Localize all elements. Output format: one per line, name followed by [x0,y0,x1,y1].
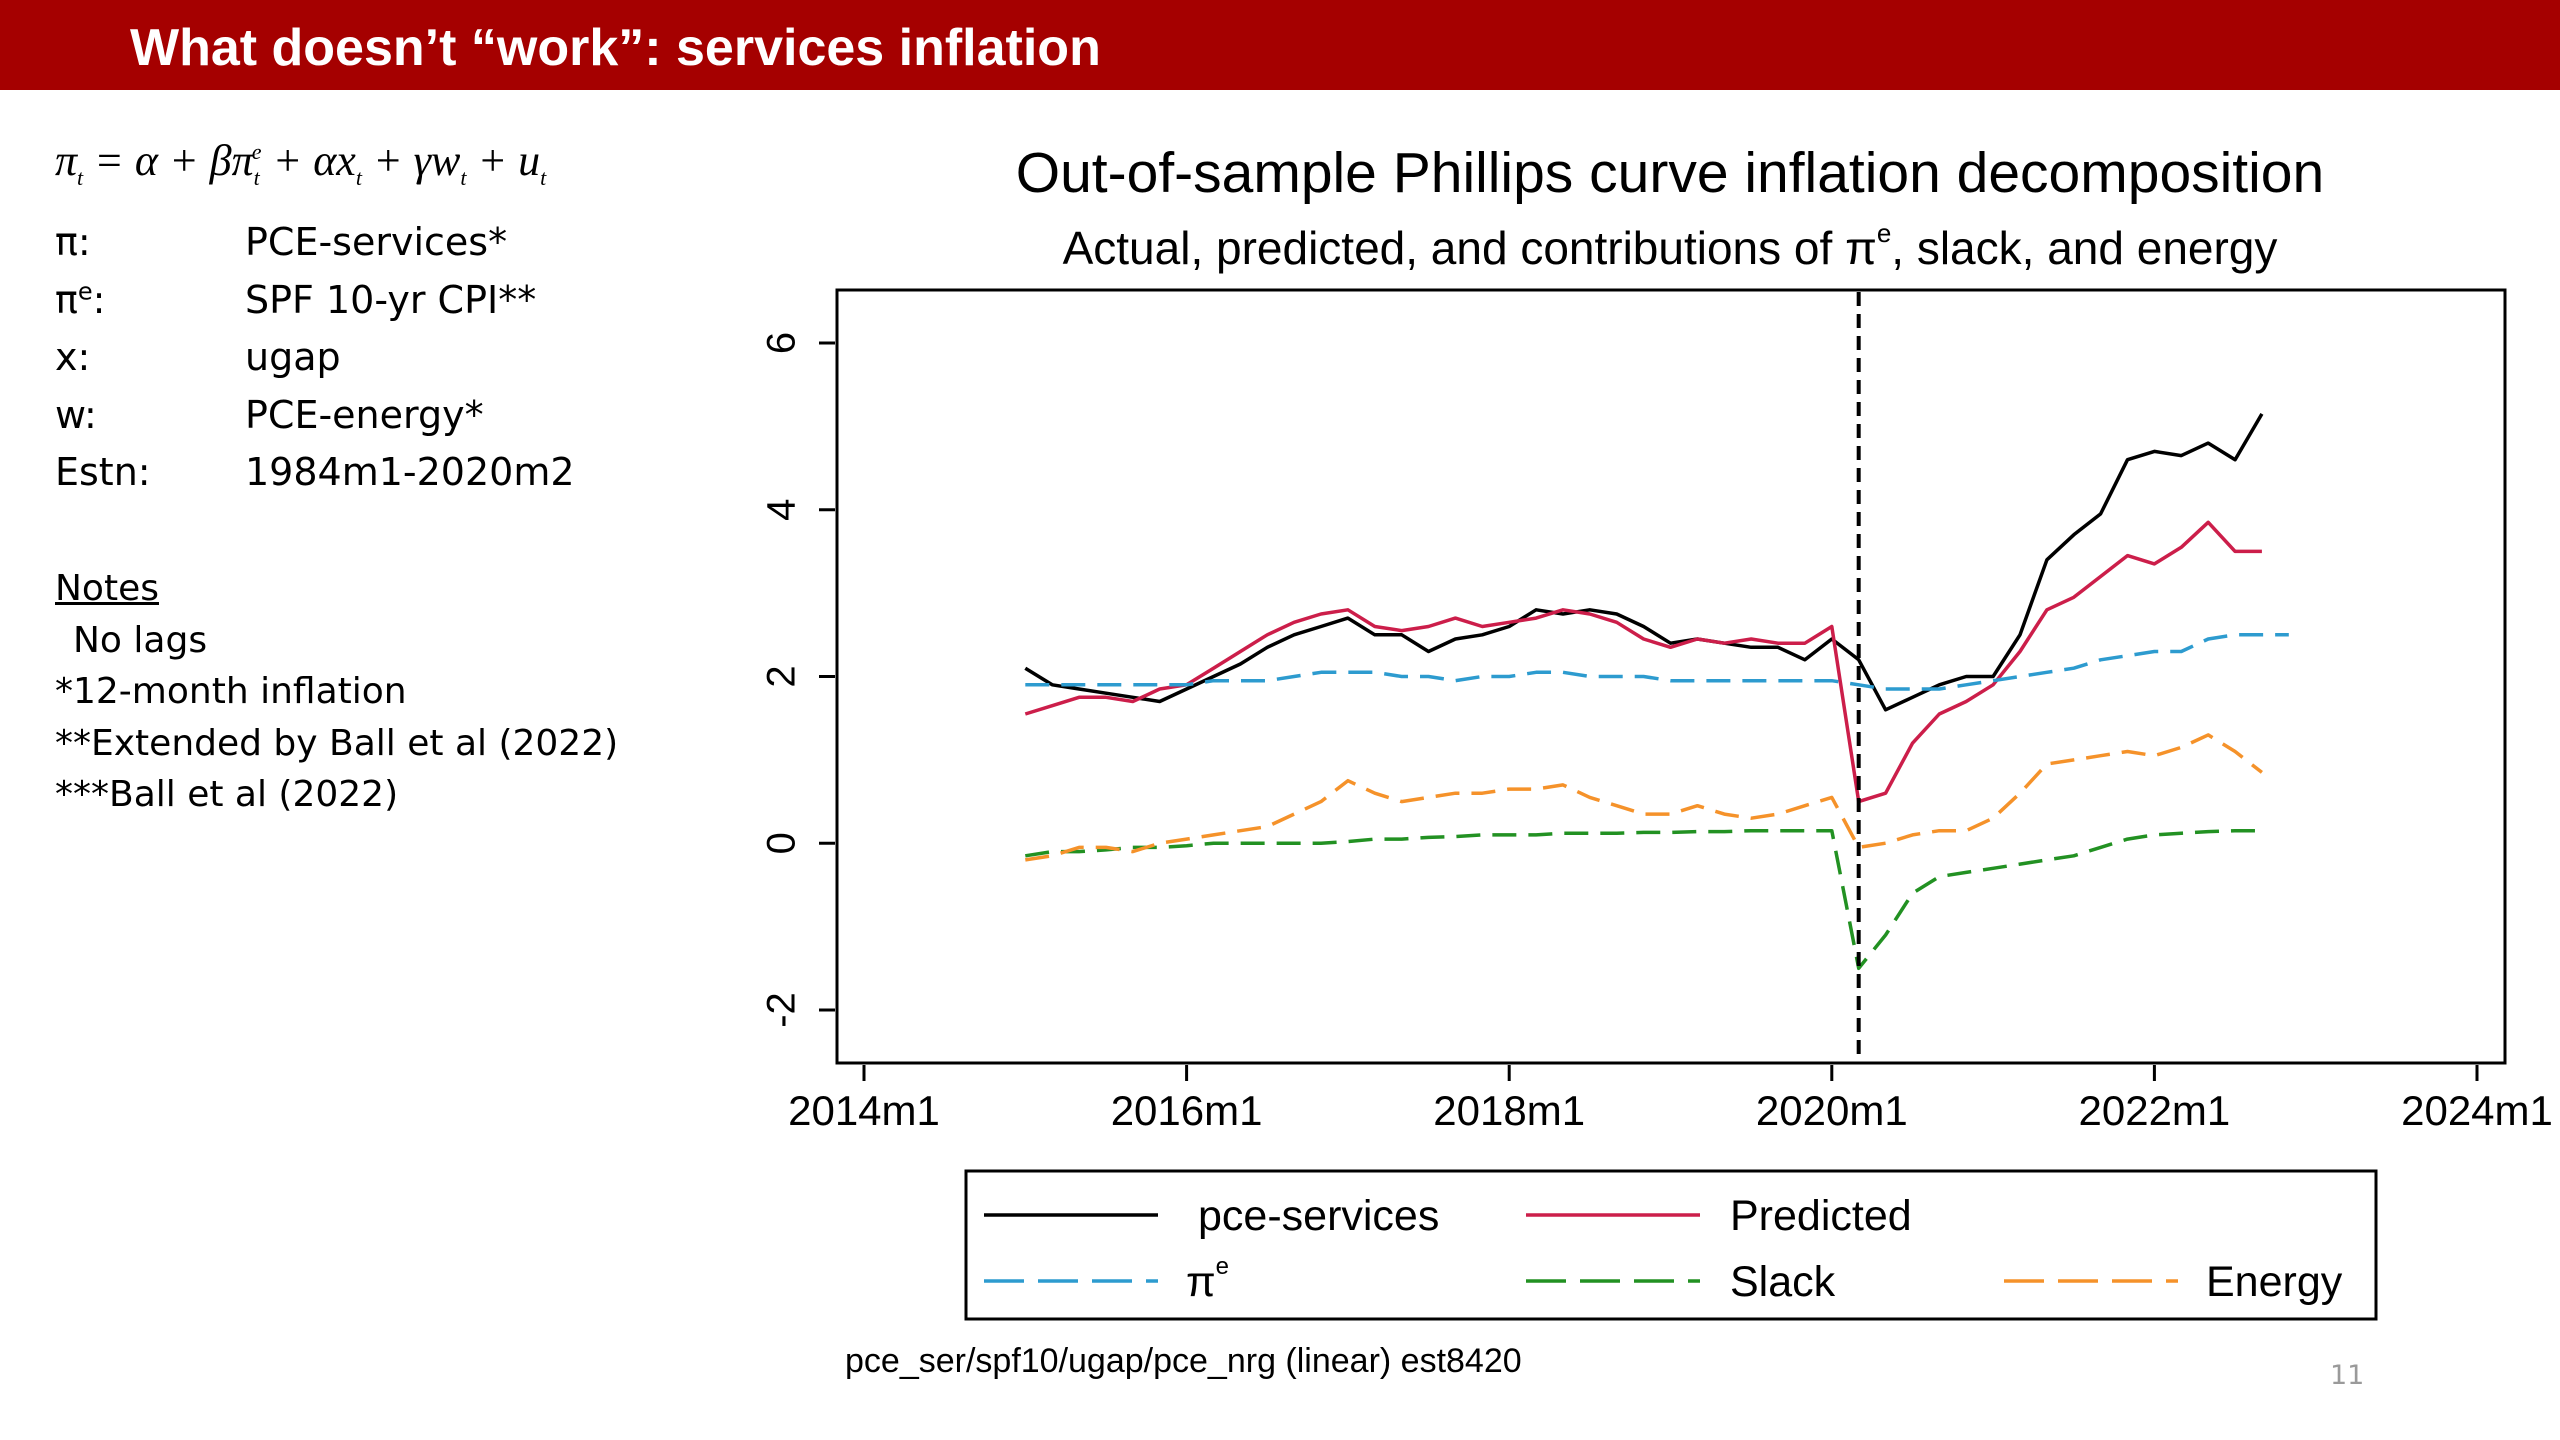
slide-title: What doesn’t “work”: services inflation [130,19,1101,77]
definition-symbol: Estn: [55,450,151,494]
definition-symbol: w: [55,392,97,437]
notes-block: Notes No lags *12-month inflation **Exte… [55,563,618,821]
note-line: ***Ball et al (2022) [55,774,399,815]
subtitle-superscript: e [1877,218,1891,248]
note-line: No lags [73,619,208,661]
subtitle-part-2: , slack, and energy [1891,222,2277,274]
x-tick-label: 2018m1 [1433,1087,1585,1134]
legend: pce-services Predicted πe Slack Energy [984,1192,2343,1306]
model-equation: πt = α + βπte + αxt + γwt + ut [55,135,546,191]
page-number: 11 [2330,1360,2365,1391]
y-tick-label: 6 [760,332,804,354]
legend-box [964,1169,2378,1321]
definition-value: ugap [245,335,341,379]
series-line-slack [1025,828,2262,971]
legend-label: pce-services [1198,1192,1439,1240]
x-tick-label: 2016m1 [1111,1087,1263,1134]
note-line: **Extended by Ball et al (2022) [55,722,619,764]
subtitle-part-1: Actual, predicted, and contributions of … [1063,222,1877,274]
x-tick-label: 2024m1 [2401,1087,2553,1134]
definition-symbol: π: [55,220,91,264]
y-tick-label: 2 [760,665,804,687]
chart-subtitle: Actual, predicted, and contributions of … [1063,218,2278,274]
series-line-predicted [1024,520,2262,804]
legend-label: Predicted [1730,1192,1912,1240]
plot-frame [835,288,2507,1065]
series-layer [1024,413,2289,971]
pi-e-symbol: πe: [55,277,106,323]
series-line-energy [1025,733,2263,862]
chart-title: Out-of-sample Phillips curve inflation d… [1016,141,2324,205]
chart-footnote: pce_ser/spf10/ugap/pce_nrg (linear) est8… [845,1342,1522,1380]
x-tick-label: 2020m1 [1756,1087,1908,1134]
x-tick-label: 2014m1 [788,1087,940,1134]
definition-value: SPF 10-yr CPI** [245,277,537,322]
definition-symbol: x: [55,335,91,379]
definition-value: PCE-energy* [245,392,484,437]
y-axis: -2 0 2 4 6 [760,332,835,1028]
series-line-pce-services [1024,413,2264,712]
x-axis: 2014m1 2016m1 2018m1 2020m1 2022m1 2024m1 [788,1065,2553,1134]
equation-text: πt = α + βπte + αxt + γwt + ut [55,136,547,190]
definition-value: 1984m1-2020m2 [245,450,575,494]
notes-heading: Notes [55,568,159,609]
legend-label: Energy [2206,1258,2343,1306]
slide-header: What doesn’t “work”: services inflation [0,0,2560,90]
legend-label: πe [1186,1253,1229,1306]
y-tick-label: 0 [760,832,804,854]
legend-label: Slack [1730,1258,1836,1306]
definition-symbol: πe: [55,278,105,323]
note-line: *12-month inflation [55,671,407,712]
x-tick-label: 2022m1 [2079,1087,2231,1134]
definition-value: PCE-services* [245,220,508,264]
y-tick-label: -2 [760,992,804,1028]
series-line--e [1025,633,2289,691]
y-tick-label: 4 [760,499,804,521]
